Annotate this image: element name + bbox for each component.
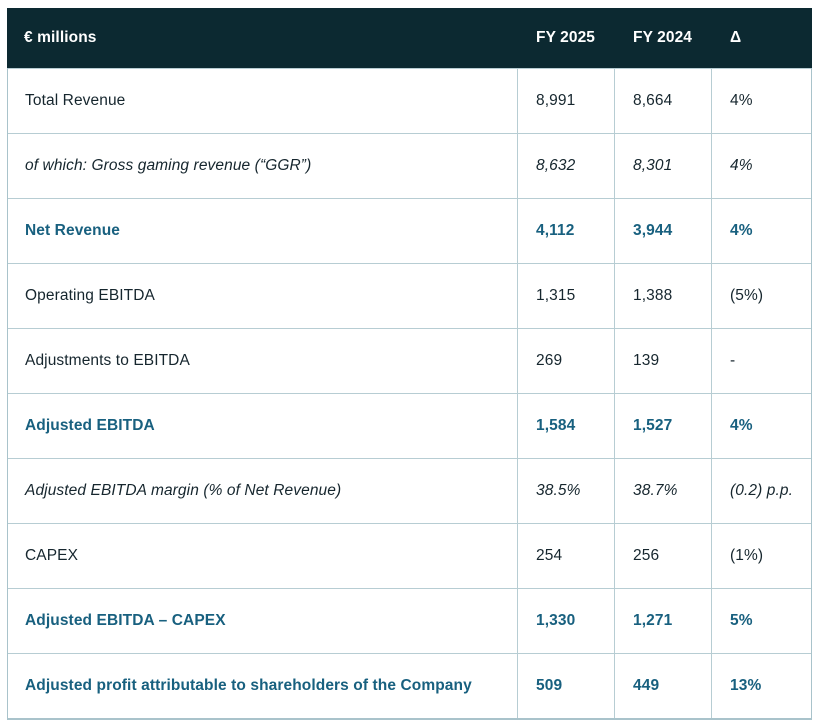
- table-row: Operating EBITDA 1,315 1,388 (5%): [8, 263, 811, 328]
- row-value-delta: 4%: [711, 69, 811, 133]
- row-value-delta: 4%: [711, 199, 811, 263]
- row-value-fy2024: 3,944: [614, 199, 711, 263]
- table-row: Total Revenue 8,991 8,664 4%: [8, 68, 811, 133]
- row-value-delta: (5%): [711, 264, 811, 328]
- row-label: Adjustments to EBITDA: [25, 352, 190, 369]
- row-value-fy2024: 449: [614, 654, 711, 718]
- row-label: Adjusted EBITDA – CAPEX: [25, 612, 226, 629]
- table-row: Adjusted EBITDA – CAPEX 1,330 1,271 5%: [8, 588, 811, 653]
- row-value-fy2024: 8,664: [614, 69, 711, 133]
- row-value-fy2025: 509: [517, 654, 614, 718]
- row-value-fy2024: 8,301: [614, 134, 711, 198]
- row-label: Operating EBITDA: [25, 287, 155, 304]
- row-value-fy2025: 1,584: [517, 394, 614, 458]
- row-label: Net Revenue: [25, 222, 120, 239]
- header-col-fy2025: FY 2025: [536, 29, 596, 46]
- row-value-delta: (0.2) p.p.: [711, 459, 811, 523]
- row-value-delta: 4%: [711, 134, 811, 198]
- row-value-delta: 13%: [711, 654, 811, 718]
- table-row: Adjustments to EBITDA 269 139 -: [8, 328, 811, 393]
- row-label: Adjusted EBITDA: [25, 417, 155, 434]
- table-row: Adjusted EBITDA 1,584 1,527 4%: [8, 393, 811, 458]
- table-row: Adjusted profit attributable to sharehol…: [8, 653, 811, 718]
- row-label: CAPEX: [25, 547, 79, 564]
- row-value-fy2025: 4,112: [517, 199, 614, 263]
- table-body: Total Revenue 8,991 8,664 4% of which: G…: [8, 68, 811, 718]
- row-value-fy2024: 139: [614, 329, 711, 393]
- row-value-fy2025: 254: [517, 524, 614, 588]
- row-value-fy2025: 38.5%: [517, 459, 614, 523]
- row-value-fy2025: 1,315: [517, 264, 614, 328]
- row-value-fy2024: 256: [614, 524, 711, 588]
- row-label: Total Revenue: [25, 92, 126, 109]
- row-value-delta: -: [711, 329, 811, 393]
- row-value-fy2024: 1,527: [614, 394, 711, 458]
- table-row: CAPEX 254 256 (1%): [8, 523, 811, 588]
- row-label: of which: Gross gaming revenue (“GGR”): [25, 157, 312, 174]
- table-row: Adjusted EBITDA margin (% of Net Revenue…: [8, 458, 811, 523]
- row-label: Adjusted profit attributable to sharehol…: [25, 677, 472, 694]
- row-value-delta: (1%): [711, 524, 811, 588]
- row-value-fy2024: 1,388: [614, 264, 711, 328]
- row-value-delta: 4%: [711, 394, 811, 458]
- financials-table: € millions FY 2025 FY 2024 Δ Total Reven…: [7, 8, 812, 720]
- header-col-delta: Δ: [730, 29, 742, 46]
- row-value-fy2025: 8,991: [517, 69, 614, 133]
- row-value-fy2025: 1,330: [517, 589, 614, 653]
- table-header-row: € millions FY 2025 FY 2024 Δ: [7, 8, 812, 68]
- row-value-fy2024: 1,271: [614, 589, 711, 653]
- row-value-fy2025: 269: [517, 329, 614, 393]
- row-value-delta: 5%: [711, 589, 811, 653]
- table-row: of which: Gross gaming revenue (“GGR”) 8…: [8, 133, 811, 198]
- row-value-fy2025: 8,632: [517, 134, 614, 198]
- row-label: Adjusted EBITDA margin (% of Net Revenue…: [25, 482, 342, 499]
- header-unit-label: € millions: [24, 29, 97, 46]
- table-row: Net Revenue 4,112 3,944 4%: [8, 198, 811, 263]
- header-col-fy2024: FY 2024: [633, 29, 693, 46]
- row-value-fy2024: 38.7%: [614, 459, 711, 523]
